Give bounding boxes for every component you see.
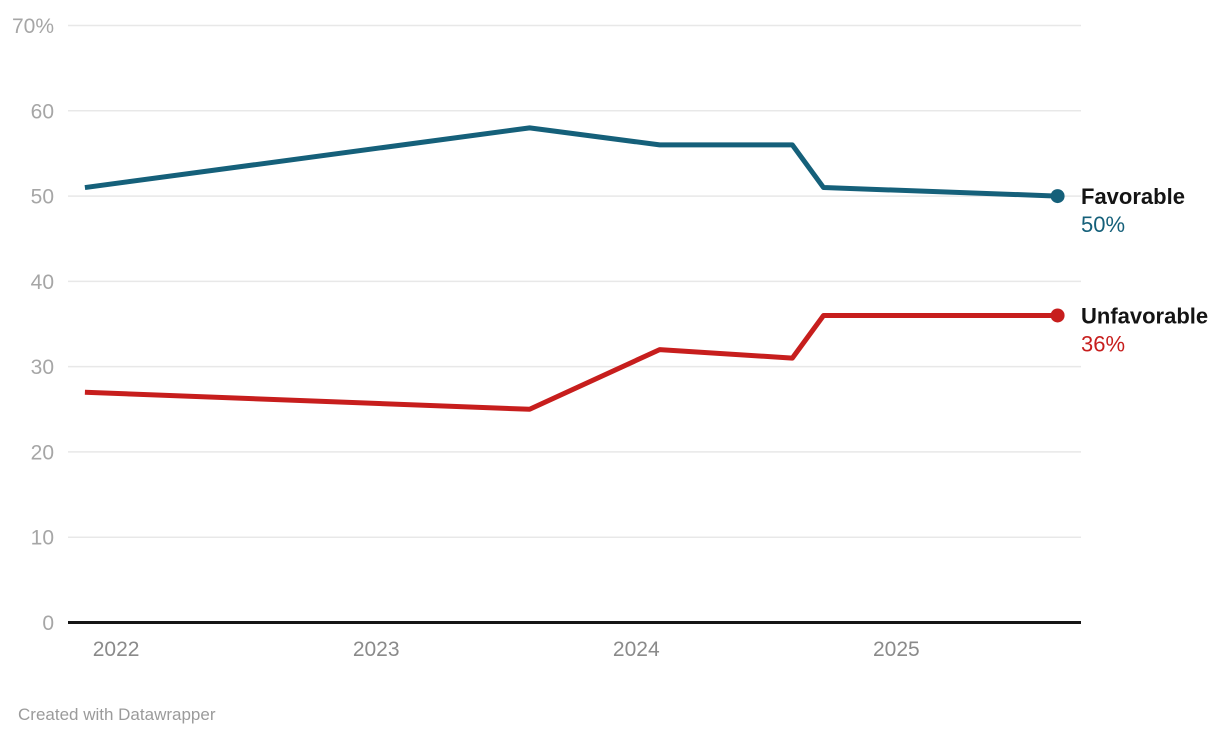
y-tick-label: 30 (31, 356, 54, 379)
y-tick-label: 50 (31, 186, 54, 209)
series-value-label-unfavorable: 36% (1081, 331, 1125, 356)
x-tick-label: 2024 (613, 638, 660, 661)
x-tick-label: 2023 (353, 638, 400, 661)
y-tick-label: 0 (42, 612, 54, 635)
y-tick-label: 40 (31, 271, 54, 294)
series-name-label-unfavorable: Unfavorable (1081, 303, 1208, 328)
series-name-label-favorable: Favorable (1081, 184, 1185, 209)
line-chart-svg: 70% 60 50 40 30 20 10 0 2022 2023 2024 2025 Favorabl… (12, 15, 1208, 661)
series-end-dot-favorable (1050, 189, 1065, 204)
attribution-text: Created with Datawrapper (18, 705, 216, 724)
series-end-dot-unfavorable (1050, 308, 1065, 323)
attribution: Created with Datawrapper (18, 705, 215, 725)
x-tick-label: 2025 (873, 638, 920, 661)
y-tick-label: 60 (31, 100, 54, 123)
y-tick-label: 20 (31, 441, 54, 464)
series-line-unfavorable (84, 312, 1058, 412)
x-tick-label: 2022 (93, 638, 140, 661)
y-tick-label: 10 (31, 527, 54, 550)
series-line-favorable (84, 125, 1058, 199)
y-tick-label: 70% (12, 15, 54, 38)
series-value-label-favorable: 50% (1081, 212, 1125, 237)
